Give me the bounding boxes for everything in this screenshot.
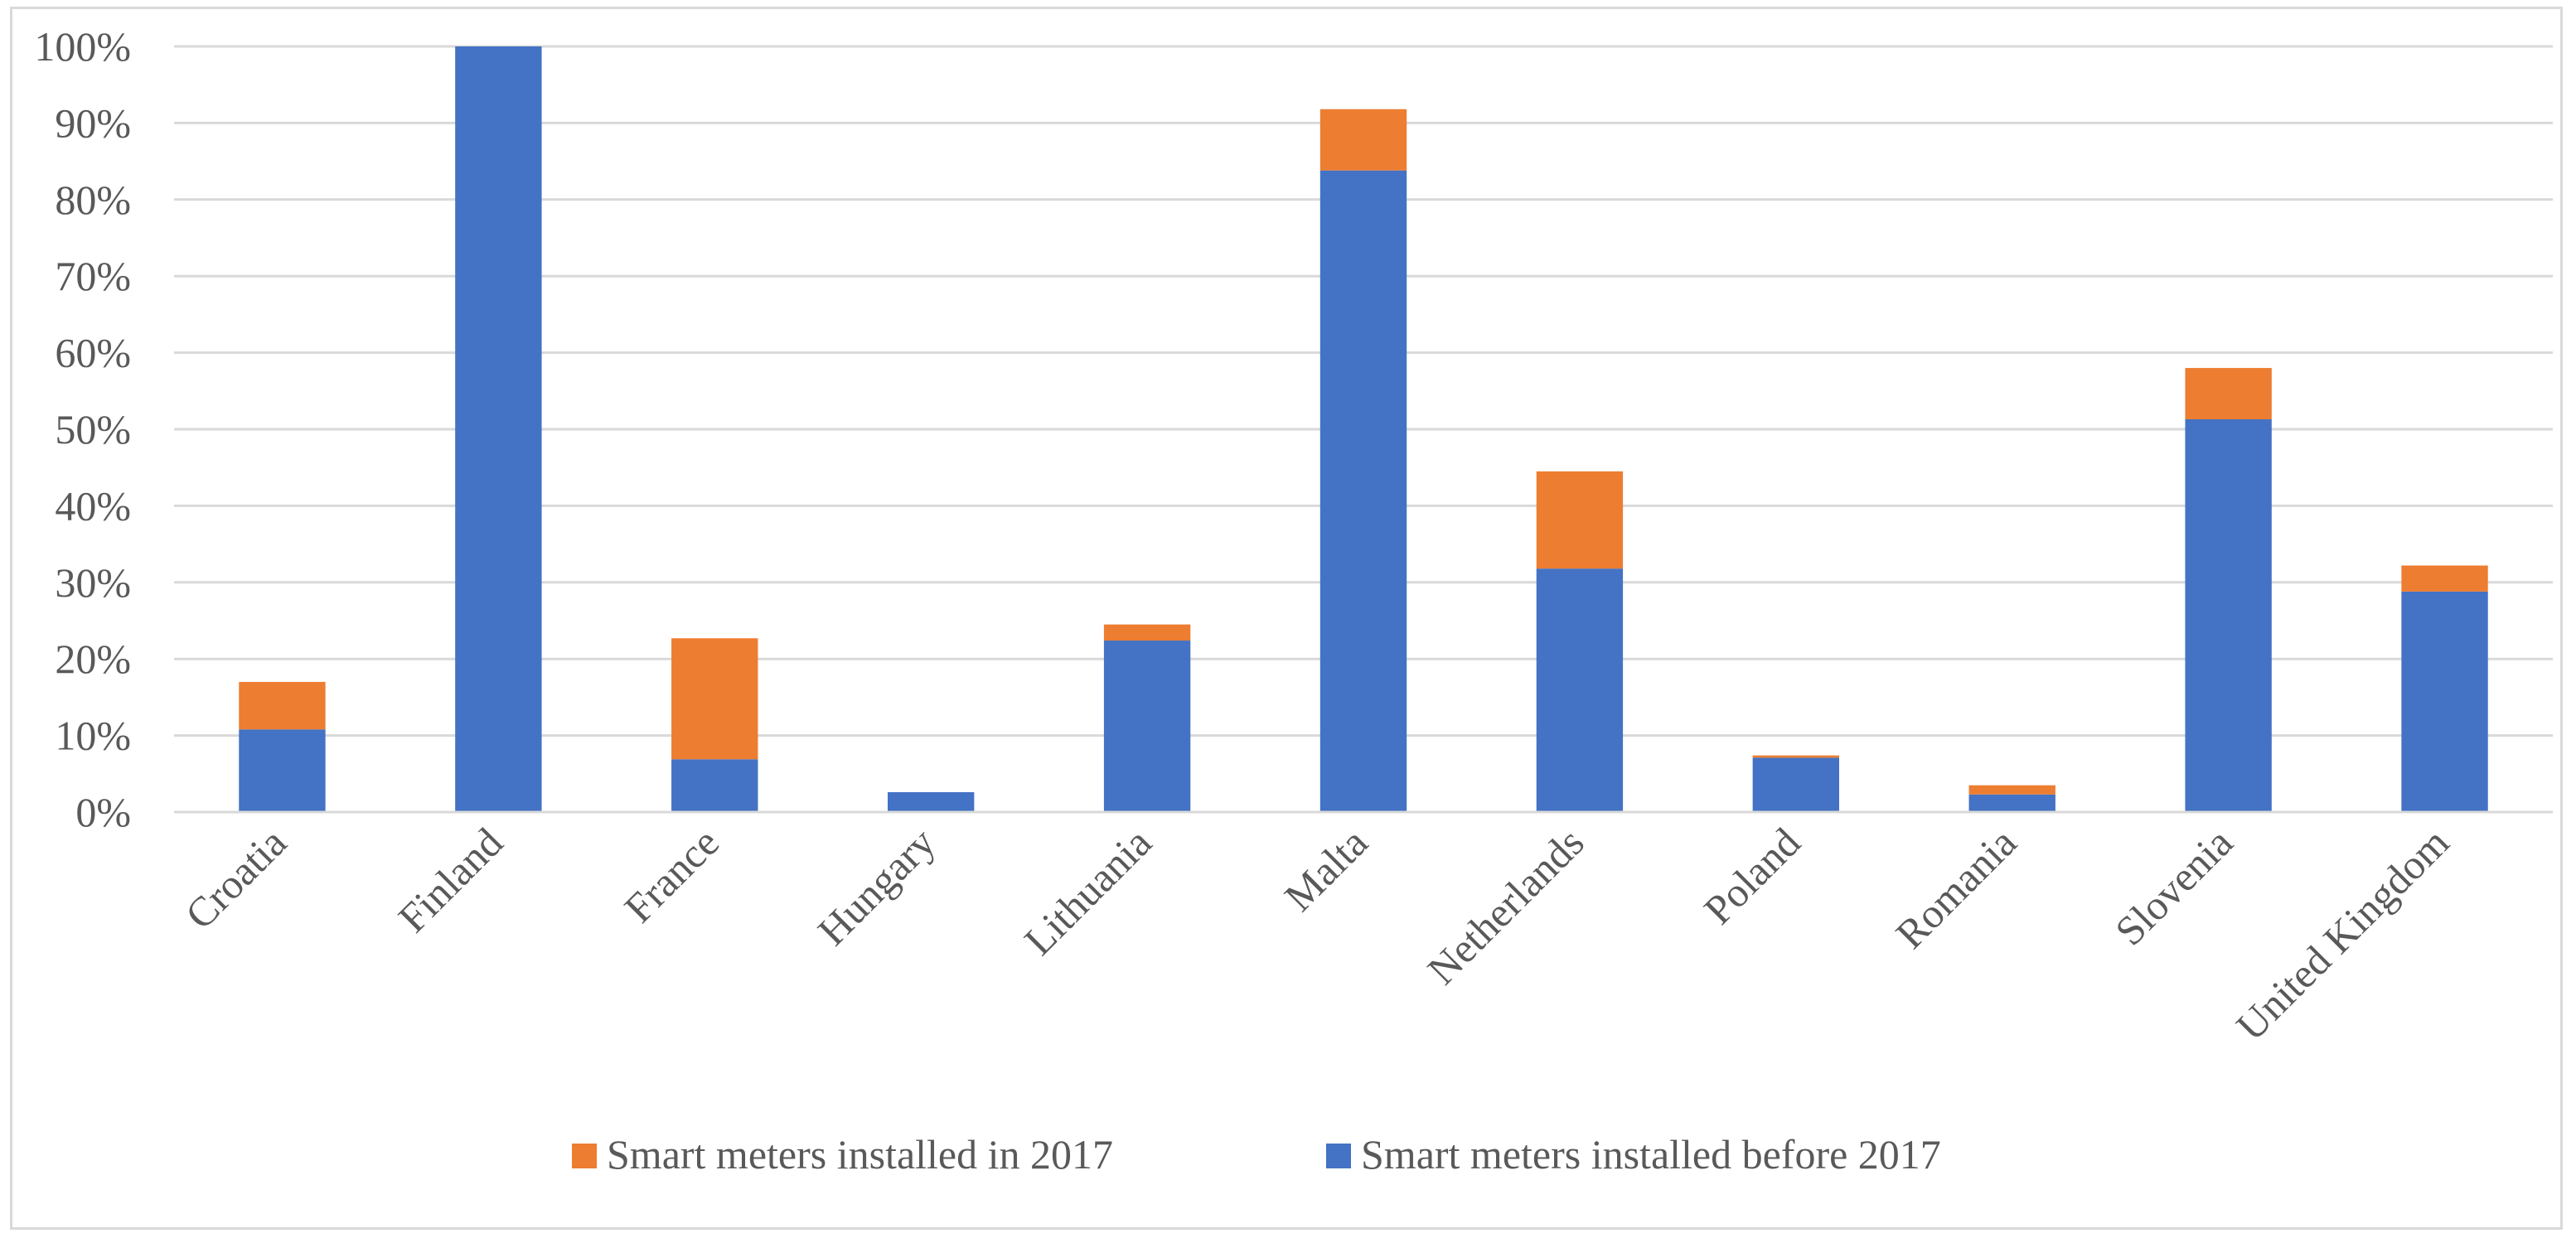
bar-france-before-2017 <box>671 759 758 812</box>
bar-finland-before-2017 <box>455 46 542 812</box>
bar-romania-before-2017 <box>1968 794 2055 812</box>
y-tick-label: 30% <box>55 559 131 606</box>
bar-netherlands-in-2017 <box>1536 471 1624 569</box>
y-tick-label: 100% <box>34 23 131 70</box>
bar-croatia-in-2017 <box>239 681 326 730</box>
x-category-label: United Kingdom <box>2227 819 2457 1049</box>
bar-poland-before-2017 <box>1752 757 1839 812</box>
y-tick-label: 0% <box>75 789 131 835</box>
bar-lithuania-before-2017 <box>1103 641 1191 812</box>
y-tick-label: 40% <box>55 482 131 529</box>
x-category-label: Finland <box>390 819 512 941</box>
bar-romania-in-2017 <box>1968 785 2055 795</box>
y-axis-tick-labels: 0% 10% 20% 30% 40% 50% 60% 70% 80% 90% 100% <box>34 23 131 835</box>
bar-united-kingdom-in-2017 <box>2401 565 2488 592</box>
bar-slovenia-in-2017 <box>2185 368 2272 419</box>
bar-croatia-before-2017 <box>239 729 326 812</box>
bar-netherlands-before-2017 <box>1536 568 1624 812</box>
bar-hungary-before-2017 <box>888 791 975 812</box>
bar-slovenia-before-2017 <box>2185 418 2272 812</box>
y-tick-label: 10% <box>55 713 131 759</box>
x-category-label: Hungary <box>809 819 944 954</box>
y-tick-label: 50% <box>55 406 131 452</box>
y-tick-label: 90% <box>55 99 131 146</box>
x-category-label: Lithuania <box>1015 819 1160 964</box>
legend-label: Smart meters installed in 2017 <box>607 1131 1113 1178</box>
legend-swatch <box>572 1144 597 1168</box>
legend-label: Smart meters installed before 2017 <box>1361 1131 1941 1178</box>
x-category-label: Slovenia <box>2106 819 2241 954</box>
x-category-label: Romania <box>1886 819 2025 957</box>
y-tick-label: 80% <box>55 177 131 223</box>
legend: Smart meters installed in 2017 Smart mete… <box>572 1131 1941 1178</box>
y-tick-label: 20% <box>55 636 131 682</box>
bar-malta-in-2017 <box>1319 109 1407 171</box>
bar-poland-in-2017 <box>1752 755 1839 758</box>
y-tick-label: 60% <box>55 330 131 376</box>
x-axis-category-labels: Croatia Finland France Hungary Lithuania Malt… <box>177 819 2458 1049</box>
chart-frame <box>10 7 2563 1230</box>
bars <box>239 46 2488 813</box>
bar-france-in-2017 <box>671 638 758 760</box>
bar-united-kingdom-before-2017 <box>2401 591 2488 812</box>
legend-swatch <box>1326 1144 1351 1168</box>
y-tick-label: 70% <box>55 253 131 299</box>
x-category-label: Poland <box>1695 819 1809 933</box>
bar-lithuania-in-2017 <box>1103 624 1191 641</box>
x-category-label: France <box>615 819 728 931</box>
bar-malta-before-2017 <box>1319 170 1407 813</box>
x-category-label: Malta <box>1276 819 1377 920</box>
x-category-label: Netherlands <box>1418 819 1592 993</box>
x-category-label: Croatia <box>177 819 296 938</box>
